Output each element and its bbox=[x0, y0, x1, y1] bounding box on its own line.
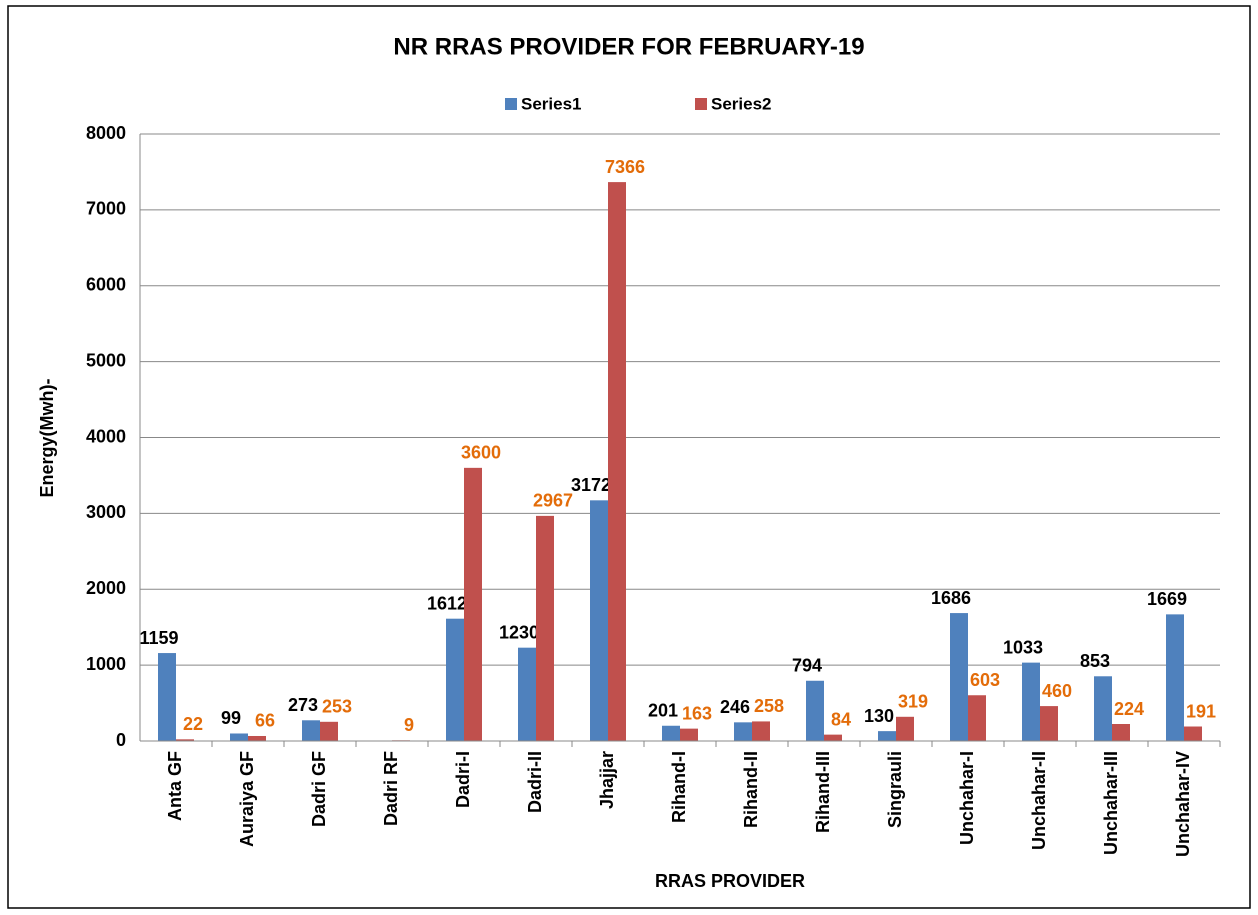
x-tick-label: Jhajjar bbox=[597, 751, 617, 809]
legend-swatch bbox=[505, 98, 517, 110]
y-tick-label: 0 bbox=[116, 730, 126, 750]
y-tick-label: 5000 bbox=[86, 350, 126, 370]
bar bbox=[230, 733, 248, 741]
data-label: 603 bbox=[970, 670, 1000, 690]
x-tick-label: Dadri GF bbox=[309, 751, 329, 827]
x-tick-label: Dadri-I bbox=[453, 751, 473, 808]
y-tick-label: 8000 bbox=[86, 123, 126, 143]
bar bbox=[446, 618, 464, 741]
data-label: 163 bbox=[682, 703, 712, 723]
bar bbox=[248, 735, 266, 741]
x-tick-label: Rihand-III bbox=[813, 751, 833, 833]
data-label: 319 bbox=[898, 692, 928, 712]
data-label: 99 bbox=[221, 708, 241, 728]
bar bbox=[878, 731, 896, 741]
data-label: 201 bbox=[648, 700, 678, 720]
bar bbox=[176, 739, 194, 741]
bar bbox=[752, 721, 770, 741]
data-label: 853 bbox=[1080, 651, 1110, 671]
bar bbox=[158, 653, 176, 741]
data-label: 1033 bbox=[1003, 637, 1043, 657]
legend-label: Series2 bbox=[711, 94, 772, 113]
data-label: 9 bbox=[404, 715, 414, 735]
x-tick-label: Singrauli bbox=[885, 751, 905, 828]
bar bbox=[1166, 614, 1184, 741]
bar bbox=[1094, 676, 1112, 741]
bar bbox=[464, 467, 482, 741]
bar bbox=[320, 721, 338, 741]
data-label: 7366 bbox=[605, 157, 645, 177]
data-label: 246 bbox=[720, 697, 750, 717]
x-axis-title: RRAS PROVIDER bbox=[655, 871, 805, 891]
data-label: 66 bbox=[255, 711, 275, 731]
data-label: 460 bbox=[1042, 681, 1072, 701]
bar bbox=[734, 722, 752, 741]
data-label: 130 bbox=[864, 706, 894, 726]
y-tick-label: 7000 bbox=[86, 199, 126, 219]
x-tick-label: Unchahar-II bbox=[1029, 751, 1049, 850]
bar bbox=[590, 500, 608, 741]
y-tick-label: 6000 bbox=[86, 275, 126, 295]
x-tick-label: Rihand-I bbox=[669, 751, 689, 823]
bar bbox=[968, 695, 986, 741]
data-label: 253 bbox=[322, 697, 352, 717]
bar bbox=[680, 728, 698, 741]
bar bbox=[806, 680, 824, 741]
data-label: 1159 bbox=[139, 628, 178, 648]
bar bbox=[1022, 662, 1040, 741]
data-label: 1612 bbox=[427, 593, 467, 613]
x-tick-label: Anta GF bbox=[165, 751, 185, 821]
data-label: 1686 bbox=[931, 588, 971, 608]
bar bbox=[896, 716, 914, 741]
data-label: 22 bbox=[183, 714, 203, 734]
legend-swatch bbox=[695, 98, 707, 110]
x-tick-label: Auraiya GF bbox=[237, 751, 257, 847]
data-label: 3600 bbox=[461, 443, 501, 463]
data-label: 1230 bbox=[499, 622, 539, 642]
data-label: 273 bbox=[288, 695, 318, 715]
x-tick-label: Unchahar-III bbox=[1101, 751, 1121, 855]
bar bbox=[950, 613, 968, 741]
data-label: 224 bbox=[1114, 699, 1144, 719]
y-axis-title: Energy(Mwh)- bbox=[37, 378, 57, 497]
bar bbox=[302, 720, 320, 741]
data-label: 258 bbox=[754, 696, 784, 716]
chart-title: NR RRAS PROVIDER FOR FEBRUARY-19 bbox=[393, 33, 864, 60]
data-label: 794 bbox=[792, 656, 822, 676]
legend-label: Series1 bbox=[521, 94, 582, 113]
bar bbox=[608, 182, 626, 742]
data-label: 1669 bbox=[1147, 589, 1187, 609]
data-label: 191 bbox=[1186, 701, 1216, 721]
x-tick-label: Rihand-II bbox=[741, 751, 761, 828]
bar bbox=[536, 515, 554, 741]
y-tick-label: 4000 bbox=[86, 426, 126, 446]
y-tick-label: 1000 bbox=[86, 654, 126, 674]
x-tick-label: Unchahar-IV bbox=[1173, 751, 1193, 857]
x-tick-label: Unchahar-I bbox=[957, 751, 977, 845]
chart-border bbox=[7, 5, 1251, 909]
bar bbox=[1184, 726, 1202, 741]
bar bbox=[824, 734, 842, 741]
bar bbox=[1040, 706, 1058, 741]
data-label: 84 bbox=[831, 709, 851, 729]
y-tick-label: 3000 bbox=[86, 502, 126, 522]
x-tick-label: Dadri RF bbox=[381, 751, 401, 826]
data-label: 3172 bbox=[571, 475, 611, 495]
bar bbox=[1112, 724, 1130, 741]
y-tick-label: 2000 bbox=[86, 578, 126, 598]
data-label: 2967 bbox=[533, 491, 573, 511]
bar bbox=[662, 725, 680, 741]
bar bbox=[518, 647, 536, 741]
x-tick-label: Dadri-II bbox=[525, 751, 545, 813]
